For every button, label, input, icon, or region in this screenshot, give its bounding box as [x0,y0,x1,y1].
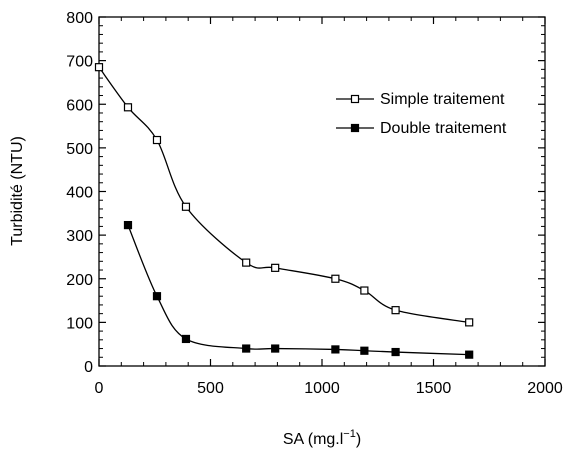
legend: Simple traitement Double traitement [336,91,507,137]
data-point [152,135,162,145]
x-axis-title: SA (mg.l−1) [283,428,361,448]
axis-ticks [98,16,546,367]
series-line [98,66,470,324]
y-tick-label: 600 [66,97,93,114]
x-tick-label: 0 [95,380,104,397]
data-point [242,258,251,267]
x-tick-label: 500 [197,380,224,397]
legend-marker-double [350,123,360,133]
x-tick-label: 2000 [527,380,563,397]
x-tick-label: 1000 [304,380,340,397]
y-tick-label: 400 [66,185,93,202]
data-point [181,202,191,211]
data-point [123,220,133,230]
data-point [94,63,104,72]
data-point [391,347,400,357]
data-point [181,334,191,344]
legend-label-simple: Simple traitement [380,91,505,108]
series-line [127,224,470,356]
legend-label-double: Double traitement [380,120,507,137]
data-point [123,103,133,112]
data-point [360,286,369,295]
data-point [271,344,280,353]
legend-entry-double: Double traitement [336,120,507,137]
series-double-traitement [123,220,474,359]
series-simple-traitement [94,63,474,327]
y-axis-title: Turbidité (NTU) [9,136,26,246]
y-tick-label: 800 [66,10,93,27]
data-point [242,344,251,353]
y-tick-label: 700 [66,54,93,71]
series-layer [94,63,474,359]
data-point [331,274,340,283]
data-point [465,350,474,359]
data-point [391,306,400,315]
legend-marker-simple [350,94,360,104]
data-point [465,318,474,327]
data-point [360,346,369,355]
data-point [331,345,340,354]
y-tick-label: 0 [84,359,93,376]
x-tick-label: 1500 [416,380,452,397]
tick-labels: 0 500 1000 1500 2000 0 100 200 300 400 500 600 700 80… [66,10,563,397]
data-point [152,292,162,301]
y-tick-label: 100 [66,315,93,332]
y-tick-label: 300 [66,228,93,245]
y-tick-label: 500 [66,141,93,158]
data-point [271,263,280,272]
legend-entry-simple: Simple traitement [336,91,505,108]
y-tick-label: 200 [66,272,93,289]
